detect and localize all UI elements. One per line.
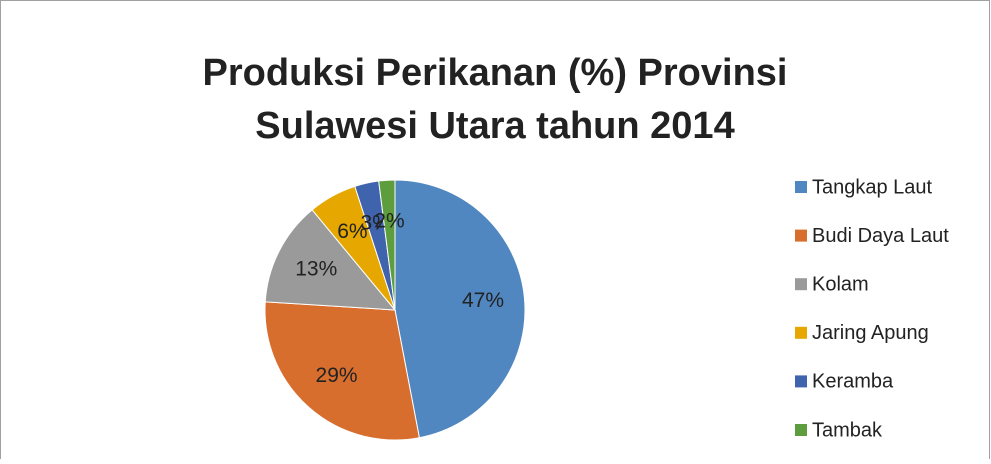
data-label: 6% — [337, 220, 367, 243]
data-label: 29% — [316, 364, 358, 387]
pie-slice — [378, 179, 396, 311]
legend-label: Tambak — [812, 419, 883, 441]
legend-swatch — [795, 278, 807, 291]
pie-slice — [264, 209, 397, 311]
chart-title: Produksi Perikanan (%) Provinsi — [203, 52, 788, 94]
legend-swatch — [795, 181, 807, 193]
data-label: 2% — [374, 209, 404, 232]
legend-label: Tangkap Laut — [812, 176, 933, 198]
legend-swatch — [795, 229, 807, 242]
legend-label: Keramba — [812, 371, 894, 393]
legend-label: Kolam — [812, 273, 869, 295]
legend-label: Jaring Apung — [812, 322, 929, 344]
legend-swatch — [795, 375, 807, 388]
chart-title: Sulawesi Utara tahun 2014 — [255, 105, 734, 147]
legend-label: Budi Daya Laut — [812, 225, 949, 247]
legend-swatch — [795, 424, 807, 436]
data-label: 47% — [462, 289, 504, 312]
legend-swatch — [795, 326, 807, 339]
pie-slice — [394, 179, 526, 439]
pie-slice — [264, 301, 420, 441]
data-label: 13% — [295, 257, 337, 280]
